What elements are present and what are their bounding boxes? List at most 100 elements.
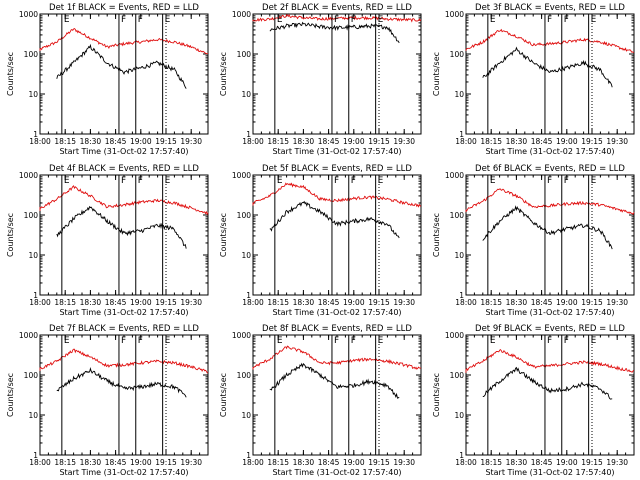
x-tick-label: 19:00 — [343, 298, 365, 307]
marker-label: F — [121, 336, 126, 346]
y-tick-label: 100 — [237, 371, 252, 380]
detector-panel: Det 6f BLACK = Events, RED = LLD 1 10 100 10… — [432, 164, 635, 317]
x-tick-label: 19:30 — [393, 298, 415, 307]
marker-label: E — [378, 336, 384, 346]
x-tick-label: 18:15 — [54, 458, 76, 467]
x-axis-label: Start Time (31-Oct-02 17:57:40) — [59, 308, 188, 317]
marker-label: F — [564, 176, 569, 186]
plot-frame — [39, 334, 209, 456]
x-tick-label: 19:30 — [606, 137, 628, 146]
y-tick-label: 1 — [33, 451, 38, 460]
x-tick-label: 18:00 — [29, 458, 51, 467]
marker-label: E — [64, 15, 70, 25]
x-tick-label: 18:45 — [318, 137, 340, 146]
marker-label: E — [277, 176, 283, 186]
x-tick-label: 19:30 — [606, 298, 628, 307]
marker-label: F — [121, 15, 126, 25]
y-axis-label: Counts/sec — [6, 213, 15, 257]
y-tick-label: 100 — [237, 50, 252, 59]
detector-panel: Det 2f BLACK = Events, RED = LLD 1 10 100 10… — [219, 3, 422, 156]
x-tick-label: 18:00 — [455, 458, 477, 467]
marker-label: E — [591, 176, 597, 186]
x-tick-label: 18:30 — [506, 137, 528, 146]
events-series-line — [269, 362, 400, 399]
x-tick-label: 19:00 — [130, 137, 152, 146]
marker-label: E — [490, 15, 496, 25]
x-tick-label: 19:15 — [368, 137, 390, 146]
plot-frame — [252, 174, 422, 296]
marker-label: E — [64, 176, 70, 186]
lld-series-line — [465, 28, 635, 53]
panel-title: Det 7f BLACK = Events, RED = LLD — [49, 324, 199, 334]
x-tick-label: 19:00 — [556, 458, 578, 467]
marker-label: F — [351, 336, 356, 346]
y-tick-label: 10 — [241, 251, 251, 260]
events-series-line — [56, 43, 187, 89]
panel-title: Det 5f BLACK = Events, RED = LLD — [262, 164, 412, 174]
x-tick-label: 19:15 — [155, 298, 177, 307]
y-axis-label: Counts/sec — [432, 213, 441, 257]
x-tick-label: 18:30 — [506, 458, 528, 467]
y-tick-label: 10 — [454, 251, 464, 260]
marker-label: F — [334, 15, 339, 25]
x-tick-label: 18:15 — [480, 298, 502, 307]
x-tick-label: 18:15 — [480, 458, 502, 467]
y-tick-label: 10 — [454, 411, 464, 420]
x-tick-label: 18:30 — [293, 137, 315, 146]
lld-series-line — [252, 345, 422, 370]
events-series-line — [482, 46, 613, 88]
x-tick-label: 19:00 — [130, 458, 152, 467]
y-axis-label: Counts/sec — [6, 373, 15, 417]
x-tick-label: 18:30 — [80, 137, 102, 146]
y-tick-label: 10 — [454, 90, 464, 99]
y-tick-label: 1000 — [232, 331, 251, 340]
x-tick-label: 19:30 — [180, 458, 202, 467]
panel-title: Det 2f BLACK = Events, RED = LLD — [262, 3, 412, 13]
x-tick-label: 19:30 — [180, 137, 202, 146]
marker-label: F — [547, 15, 552, 25]
y-tick-label: 100 — [237, 211, 252, 220]
lld-series-line — [252, 182, 422, 208]
y-tick-label: 10 — [28, 411, 38, 420]
x-axis-label: Start Time (31-Oct-02 17:57:40) — [59, 147, 188, 156]
marker-label: F — [351, 15, 356, 25]
marker-label: F — [121, 176, 126, 186]
x-tick-label: 18:00 — [455, 298, 477, 307]
events-series-line — [269, 21, 400, 44]
panel-title: Det 9f BLACK = Events, RED = LLD — [475, 324, 625, 334]
y-tick-label: 1000 — [445, 171, 464, 180]
x-tick-label: 18:15 — [267, 298, 289, 307]
x-tick-label: 19:30 — [393, 137, 415, 146]
marker-label: E — [591, 15, 597, 25]
x-axis-label: Start Time (31-Oct-02 17:57:40) — [272, 147, 401, 156]
y-tick-label: 1 — [246, 291, 251, 300]
marker-label: E — [277, 336, 283, 346]
x-tick-label: 18:15 — [267, 458, 289, 467]
x-tick-label: 19:30 — [180, 298, 202, 307]
panel-title: Det 8f BLACK = Events, RED = LLD — [262, 324, 412, 334]
panel-title: Det 4f BLACK = Events, RED = LLD — [49, 164, 199, 174]
x-tick-label: 18:45 — [318, 298, 340, 307]
detector-panel: Det 4f BLACK = Events, RED = LLD 1 10 100 10… — [6, 164, 209, 317]
x-tick-label: 18:00 — [242, 137, 264, 146]
y-axis-label: Counts/sec — [219, 52, 228, 96]
y-tick-label: 10 — [241, 90, 251, 99]
marker-label: E — [277, 15, 283, 25]
y-tick-label: 100 — [450, 50, 465, 59]
x-axis-label: Start Time (31-Oct-02 17:57:40) — [485, 147, 614, 156]
marker-label: E — [165, 176, 171, 186]
y-tick-label: 10 — [241, 411, 251, 420]
x-tick-label: 19:15 — [581, 298, 603, 307]
y-tick-label: 100 — [450, 211, 465, 220]
x-tick-label: 18:45 — [105, 458, 127, 467]
x-tick-label: 19:15 — [581, 137, 603, 146]
marker-label: E — [165, 15, 171, 25]
x-tick-label: 19:15 — [155, 458, 177, 467]
marker-label: F — [138, 15, 143, 25]
y-axis-label: Counts/sec — [432, 373, 441, 417]
marker-label: E — [378, 176, 384, 186]
y-axis-label: Counts/sec — [432, 52, 441, 96]
marker-label: E — [378, 15, 384, 25]
marker-label: E — [490, 176, 496, 186]
marker-label: F — [138, 176, 143, 186]
